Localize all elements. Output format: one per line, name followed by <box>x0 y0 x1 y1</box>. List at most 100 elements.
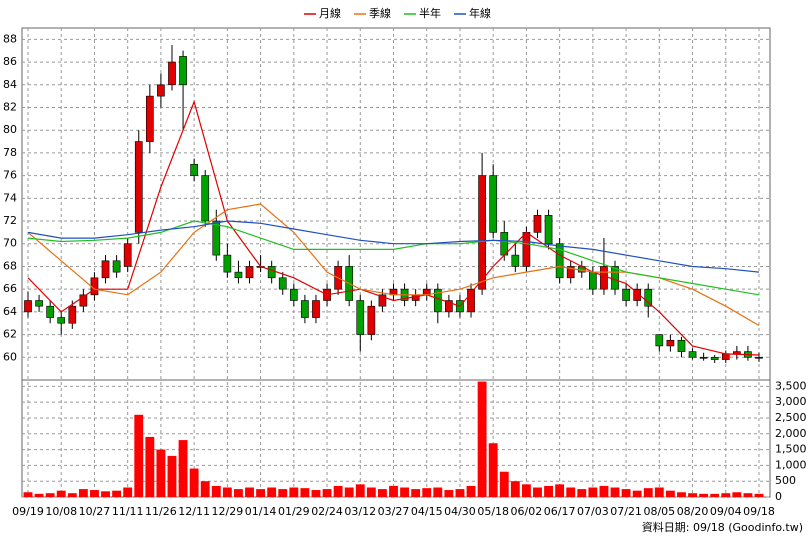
candle-body <box>201 175 210 222</box>
candle-body <box>633 288 642 301</box>
candle-body <box>544 215 553 245</box>
legend-label: 半年 <box>419 6 441 20</box>
volume-bar <box>344 487 354 497</box>
x-tick-label: 10/27 <box>79 505 111 518</box>
volume-bar <box>699 493 709 497</box>
candle-body <box>356 300 365 335</box>
volume-bar <box>134 414 144 497</box>
candle-body <box>566 266 575 279</box>
volume-bar <box>588 487 598 497</box>
candle-body <box>688 351 697 358</box>
y2-tick-label: 2,500 <box>775 411 807 424</box>
y2-tick-label: 1,000 <box>775 458 807 471</box>
volume-bar <box>499 471 509 497</box>
candle-body <box>710 356 719 360</box>
candle-body <box>522 232 531 267</box>
volume-bar <box>400 487 410 497</box>
candle-body <box>555 243 564 279</box>
candle-body <box>190 163 198 176</box>
candle-body <box>600 266 608 290</box>
candle-body <box>622 288 630 301</box>
plot-frame <box>21 27 771 498</box>
volume-bar <box>455 489 465 497</box>
candle-body <box>733 351 741 355</box>
volume-bar <box>688 493 697 497</box>
candle-body <box>223 254 232 273</box>
volume-bar <box>610 487 620 497</box>
volume-bar <box>544 485 553 497</box>
y-tick-label: 66 <box>3 282 17 295</box>
volume-bar <box>599 485 609 497</box>
volume-bar <box>67 493 77 497</box>
candle-body <box>367 305 376 335</box>
candle-body <box>699 356 708 359</box>
candle-body <box>478 175 486 290</box>
volume-bar <box>278 489 288 497</box>
candle-body <box>755 356 763 359</box>
y2-tick-label: 3,500 <box>775 379 807 392</box>
y-tick-label: 60 <box>3 350 17 363</box>
x-tick-label: 04/15 <box>411 505 443 518</box>
candle-body <box>101 260 110 279</box>
candle-body <box>134 141 143 233</box>
y-tick-label: 76 <box>3 169 17 182</box>
candle-body <box>301 300 309 318</box>
volume-bar <box>200 481 210 497</box>
volume-bar <box>422 488 432 497</box>
volume-bar <box>677 492 686 497</box>
candle-body <box>267 266 276 279</box>
x-tick-label: 08/05 <box>643 505 675 518</box>
x-tick-label: 11/26 <box>145 505 177 518</box>
volume-bar <box>101 491 110 497</box>
volume-bar <box>189 468 199 497</box>
volume-bar <box>267 487 277 497</box>
volume-bar <box>178 440 188 497</box>
candle-body <box>445 300 453 313</box>
x-tick-label: 12/29 <box>212 505 244 518</box>
volume-bar <box>256 489 266 497</box>
y-tick-label: 88 <box>3 32 17 45</box>
footer-note: 資料日期: 09/18 (Goodinfo.tw) <box>642 520 803 534</box>
candle-body <box>35 300 43 307</box>
volume-bar <box>234 489 243 497</box>
y-tick-label: 72 <box>3 214 17 227</box>
moving-average-line <box>27 220 760 273</box>
y2-tick-label: 3,000 <box>775 395 807 408</box>
x-tick-label: 09/18 <box>743 505 775 518</box>
y-tick-label: 86 <box>3 55 17 68</box>
x-tick-label: 10/08 <box>45 505 77 518</box>
volume-bar <box>23 492 33 497</box>
volume-bar <box>156 449 166 497</box>
legend-label: 月線 <box>319 6 341 20</box>
candle-body <box>721 353 730 360</box>
candles <box>24 45 763 363</box>
volume-bar <box>311 490 321 497</box>
candle-body <box>489 175 498 233</box>
volume-bar <box>211 485 221 497</box>
volume-bar <box>621 489 631 497</box>
volume-bar <box>123 487 133 497</box>
x-tick-label: 08/20 <box>677 505 709 518</box>
volume-bar <box>721 493 731 497</box>
volume-bar <box>654 487 664 497</box>
candle-body <box>533 215 542 233</box>
x-tick-label: 03/27 <box>378 505 410 518</box>
candle-body <box>378 294 387 307</box>
candle-body <box>112 260 121 273</box>
volume-bar <box>665 490 675 497</box>
y-tick-label: 74 <box>3 191 17 204</box>
candle-body <box>179 56 187 86</box>
volume-bar <box>355 484 365 497</box>
y2-tick-label: 1,500 <box>775 443 807 456</box>
y-tick-label: 70 <box>3 237 17 250</box>
volume-bar <box>411 489 421 497</box>
candle-body <box>79 294 88 307</box>
y-tick-label: 62 <box>3 328 17 341</box>
volume-bar <box>632 490 642 497</box>
candle-body <box>589 271 597 290</box>
volume-bar <box>34 493 44 497</box>
x-tick-label: 09/04 <box>710 505 742 518</box>
candle-body <box>500 232 509 256</box>
